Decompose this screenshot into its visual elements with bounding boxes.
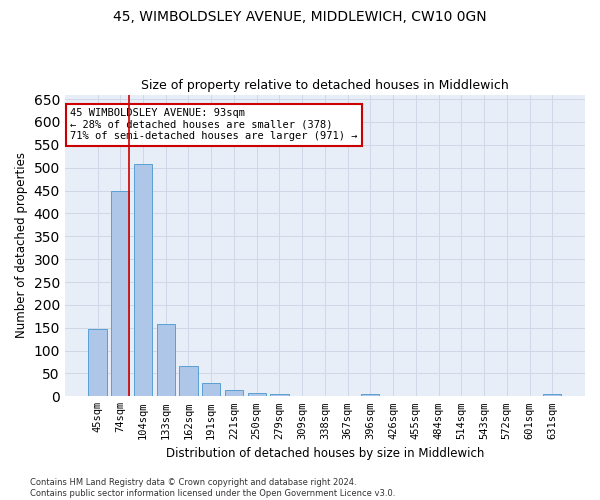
Text: Contains HM Land Registry data © Crown copyright and database right 2024.
Contai: Contains HM Land Registry data © Crown c…	[30, 478, 395, 498]
Bar	[157, 324, 175, 396]
Bar	[134, 164, 152, 396]
Bar	[179, 366, 197, 396]
Bar	[248, 392, 266, 396]
Y-axis label: Number of detached properties: Number of detached properties	[15, 152, 28, 338]
Bar	[111, 190, 130, 396]
Bar	[271, 394, 289, 396]
Bar	[225, 390, 243, 396]
Text: 45 WIMBOLDSLEY AVENUE: 93sqm
← 28% of detached houses are smaller (378)
71% of s: 45 WIMBOLDSLEY AVENUE: 93sqm ← 28% of de…	[70, 108, 358, 142]
Bar	[543, 394, 562, 396]
Title: Size of property relative to detached houses in Middlewich: Size of property relative to detached ho…	[141, 79, 509, 92]
Bar	[361, 394, 379, 396]
Bar	[202, 382, 220, 396]
Bar	[88, 328, 107, 396]
X-axis label: Distribution of detached houses by size in Middlewich: Distribution of detached houses by size …	[166, 447, 484, 460]
Text: 45, WIMBOLDSLEY AVENUE, MIDDLEWICH, CW10 0GN: 45, WIMBOLDSLEY AVENUE, MIDDLEWICH, CW10…	[113, 10, 487, 24]
